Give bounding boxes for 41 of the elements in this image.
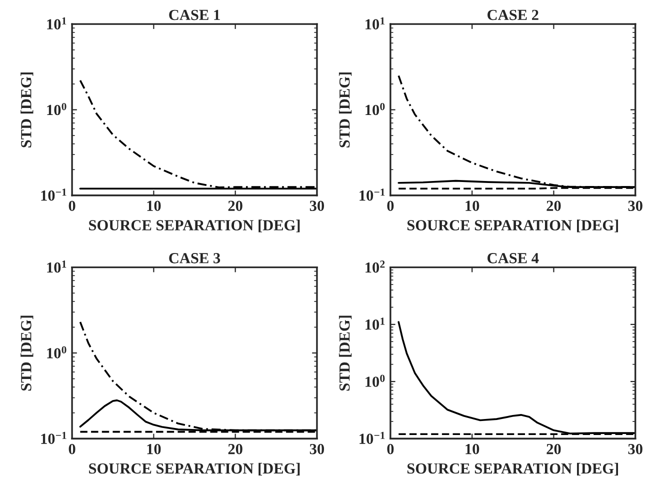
- y-tick-label: 10$^{1}$: [47, 260, 66, 273]
- x-tick-label: 10: [147, 200, 161, 211]
- x-axis-title: SOURCE SEPARATION [DEG]: [89, 462, 300, 476]
- y-tick-label: 10$^{2}$: [366, 260, 385, 273]
- y-tick-label: 10$^{0}$: [366, 374, 385, 387]
- y-tick-label: 10$^{1}$: [47, 17, 66, 30]
- x-tick-label: 10: [466, 200, 480, 211]
- x-axis-title: SOURCE SEPARATION [DEG]: [89, 220, 300, 232]
- y-tick-label: 10$^{0}$: [47, 102, 66, 116]
- x-tick-label: 30: [310, 200, 324, 211]
- y-tick-label: 10$^{1}$: [366, 318, 385, 330]
- y-axis-title: STD [DEG]: [20, 316, 34, 391]
- x-tick-label: 0: [68, 200, 76, 211]
- x-tick-label: 10: [466, 444, 480, 454]
- x-tick-label: 10: [147, 444, 161, 454]
- y-tick-label: 10$^{0}$: [366, 102, 385, 116]
- y-axis-title: STD [DEG]: [20, 72, 34, 148]
- y-axis-title: STD [DEG]: [338, 72, 352, 148]
- chart-title: CASE 3: [169, 253, 220, 264]
- x-axis-title: SOURCE SEPARATION [DEG]: [407, 462, 618, 476]
- y-tick-label: 10$^{−1}$: [41, 432, 66, 444]
- y-tick-label: 10$^{−1}$: [360, 188, 385, 201]
- y-tick-label: 10$^{0}$: [47, 346, 66, 358]
- chart-title: CASE 2: [488, 10, 538, 20]
- x-tick-label: 30: [628, 444, 642, 454]
- x-tick-label: 0: [387, 200, 394, 211]
- chart-title: CASE 4: [488, 253, 539, 264]
- x-tick-label: 0: [68, 444, 76, 454]
- x-tick-label: 20: [228, 200, 242, 211]
- y-axis-title: STD [DEG]: [338, 316, 352, 391]
- x-tick-label: 30: [628, 200, 642, 211]
- y-tick-label: 10$^{1}$: [366, 17, 385, 30]
- y-tick-label: 10$^{−1}$: [360, 432, 385, 444]
- x-axis-title: SOURCE SEPARATION [DEG]: [407, 220, 618, 232]
- x-tick-label: 20: [228, 444, 242, 454]
- chart-title: CASE 1: [169, 10, 220, 20]
- x-tick-label: 0: [387, 444, 394, 454]
- x-tick-label: 20: [546, 200, 561, 211]
- x-tick-label: 30: [310, 444, 324, 454]
- x-tick-label: 20: [546, 444, 561, 454]
- y-tick-label: 10$^{−1}$: [41, 188, 66, 201]
